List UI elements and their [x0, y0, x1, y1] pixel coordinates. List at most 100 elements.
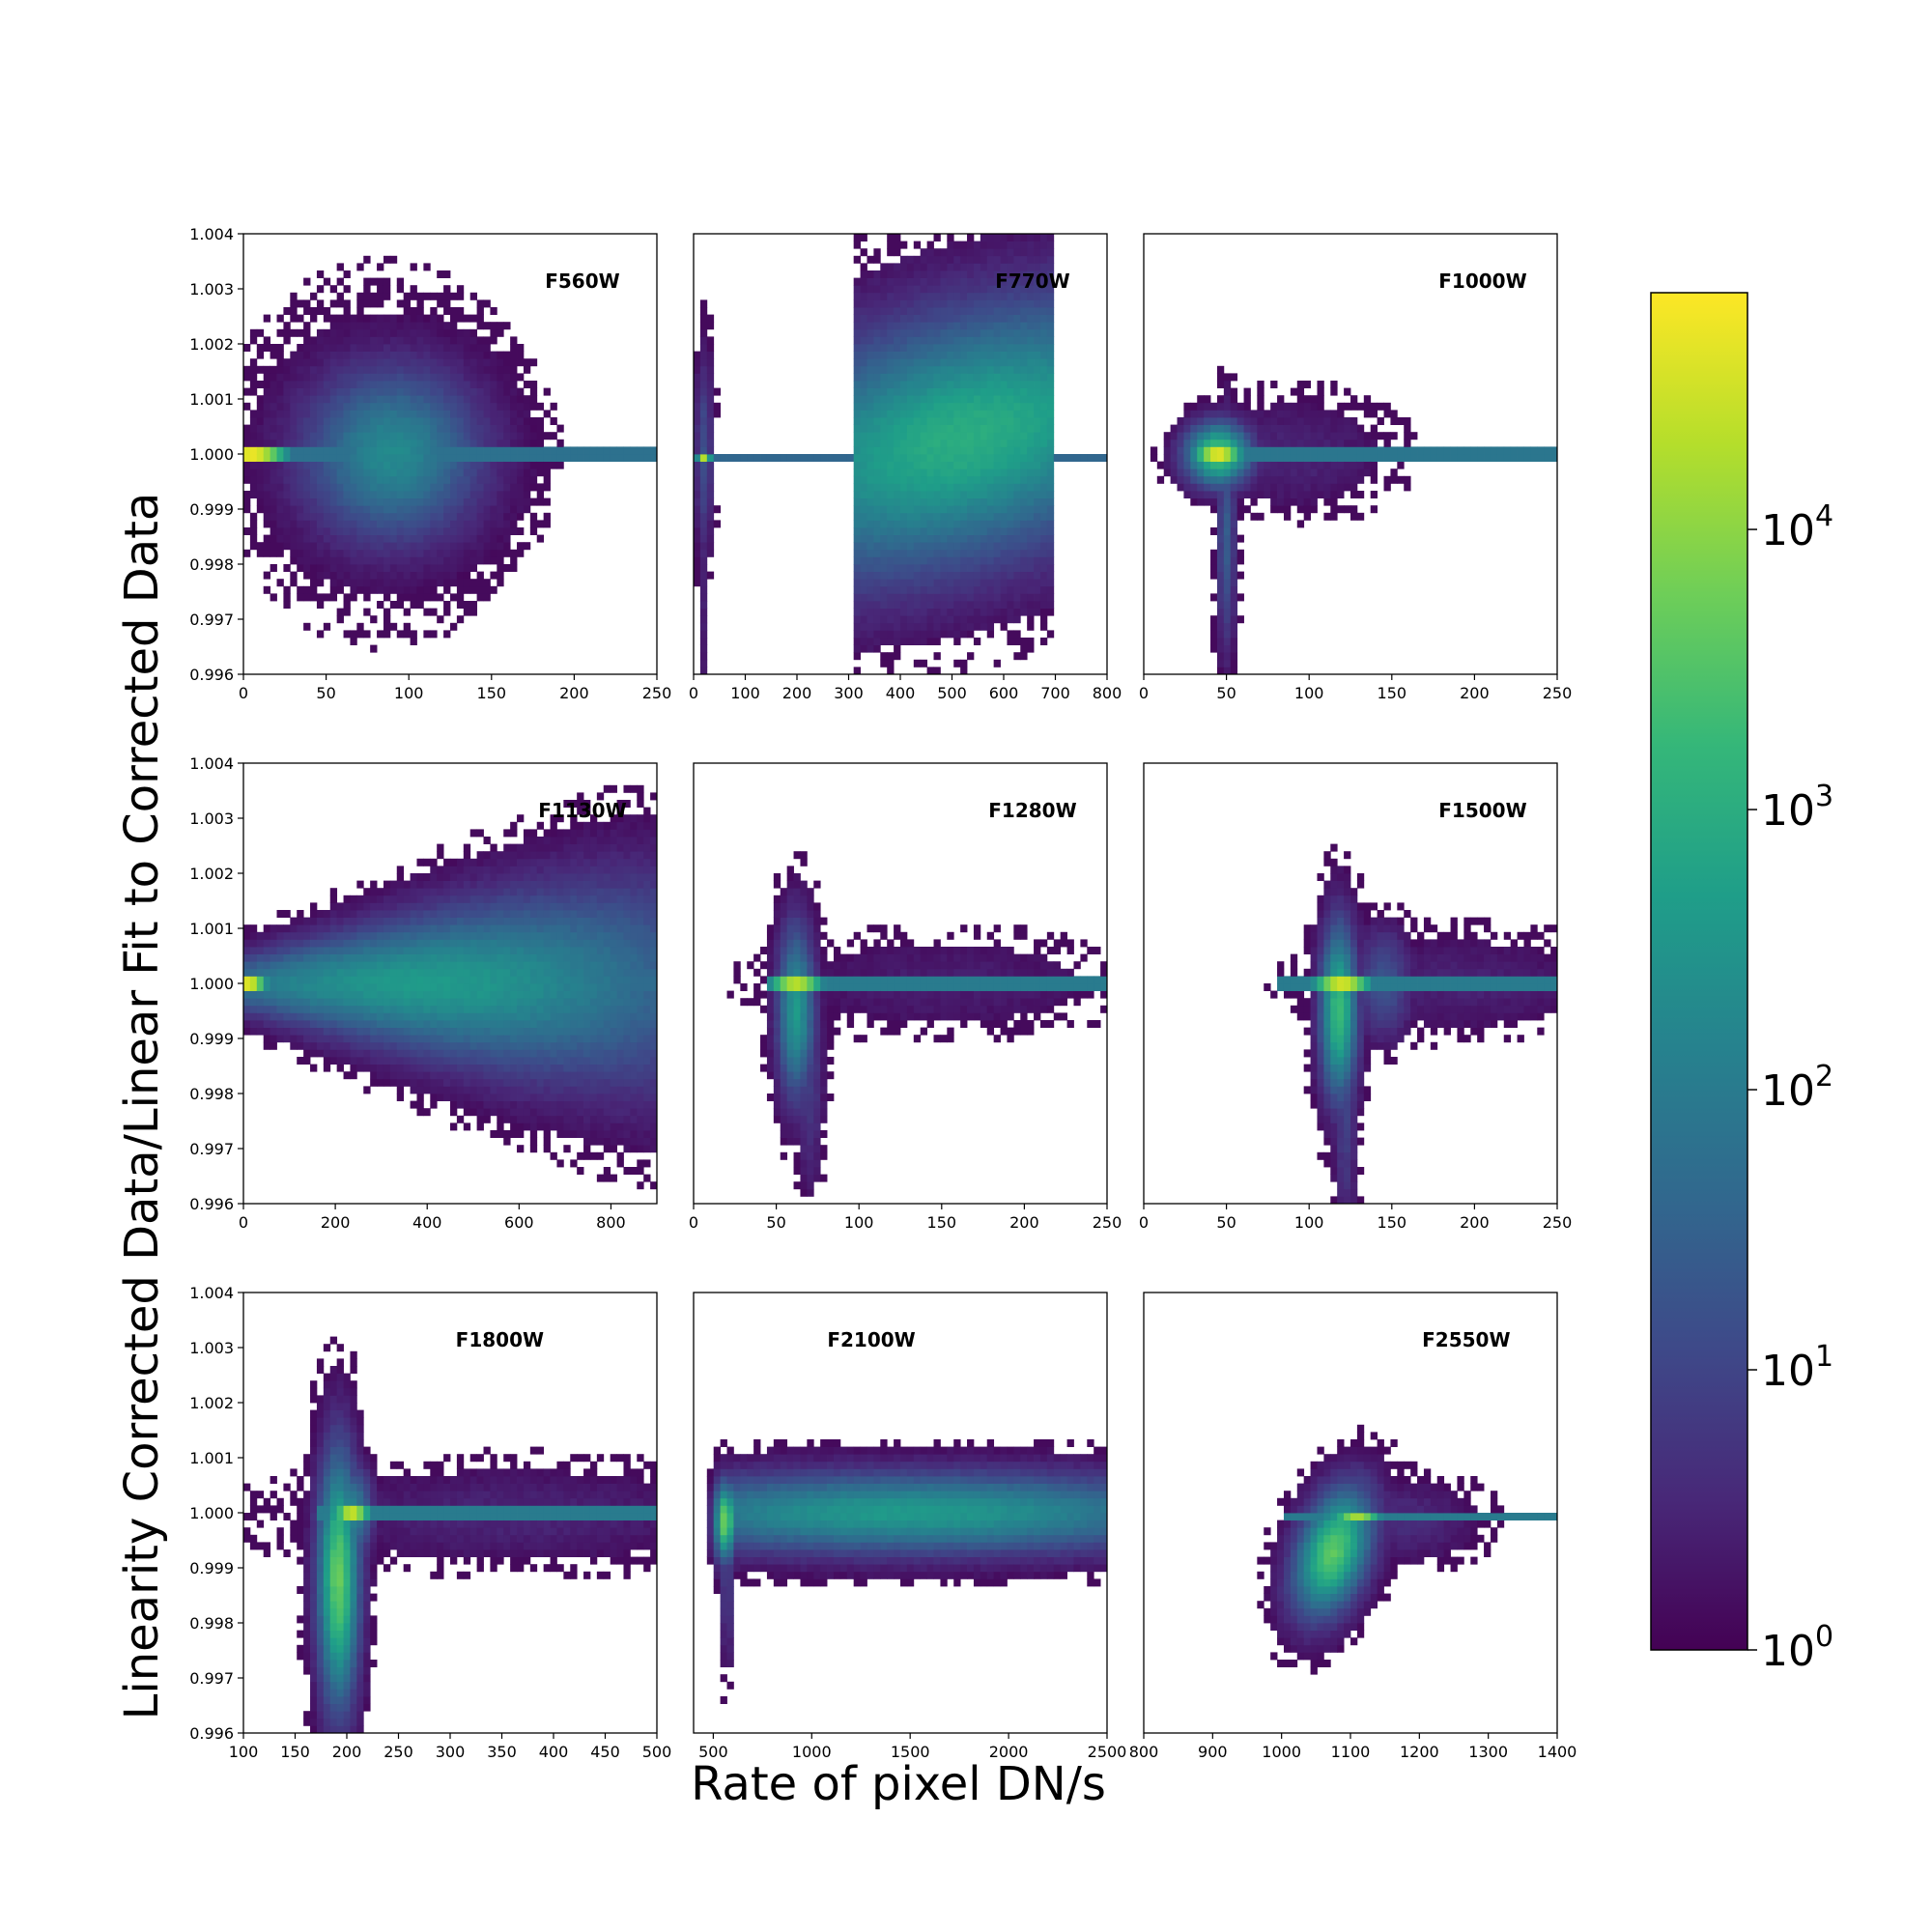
heatmap-cell	[437, 475, 444, 484]
heatmap-cell	[853, 446, 861, 455]
heatmap-cell	[1177, 461, 1184, 469]
heatmap-cell	[933, 549, 941, 557]
heatmap-cell	[430, 924, 438, 933]
heatmap-cell	[456, 497, 465, 506]
heatmap-cell	[694, 446, 701, 455]
heatmap-cell	[993, 307, 1001, 315]
heatmap-cell	[316, 953, 325, 962]
heatmap-cell	[1034, 585, 1041, 594]
heatmap-cell	[913, 417, 922, 425]
heatmap-cell	[706, 439, 715, 447]
heatmap-cell	[529, 469, 538, 477]
heatmap-cell	[940, 248, 948, 257]
heatmap-cell	[860, 424, 867, 433]
heatmap-cell	[469, 534, 478, 543]
heatmap-cell	[1204, 475, 1211, 484]
heatmap-cell	[933, 307, 941, 315]
heatmap-cell	[389, 931, 398, 940]
heatmap-cell	[263, 947, 271, 954]
heatmap-cell	[1007, 608, 1014, 616]
heatmap-cell	[469, 314, 478, 323]
heatmap-cell	[1000, 314, 1008, 323]
heatmap-cell	[706, 475, 715, 484]
heatmap-cell	[529, 381, 538, 388]
heatmap-cell	[363, 432, 371, 440]
heatmap-cell	[1310, 446, 1318, 455]
heatmap-cell	[329, 1020, 338, 1028]
heatmap-cell	[1020, 365, 1028, 374]
heatmap-cell	[523, 469, 531, 477]
heatmap-cell	[1243, 475, 1251, 484]
heatmap-cell	[960, 461, 968, 469]
heatmap-cell	[1243, 454, 1251, 462]
heatmap-cell	[906, 638, 915, 645]
heatmap-cell	[986, 556, 995, 565]
heatmap-cell	[973, 469, 981, 477]
heatmap-cell	[993, 601, 1001, 609]
heatmap-cell	[243, 402, 251, 411]
heatmap-cell	[1046, 285, 1055, 294]
heatmap-cell	[980, 381, 988, 388]
heatmap-cell	[947, 248, 954, 257]
heatmap-cell	[926, 381, 934, 388]
heatmap-cell	[450, 1094, 458, 1101]
heatmap-cell	[980, 571, 988, 580]
heatmap-cell	[297, 556, 304, 565]
heatmap-cell	[437, 1049, 444, 1058]
heatmap-cell	[880, 615, 888, 624]
heatmap-cell	[1270, 505, 1278, 514]
heatmap-cell	[343, 446, 351, 455]
heatmap-cell	[867, 351, 874, 359]
heatmap-cell	[343, 902, 351, 911]
heatmap-cell	[1337, 424, 1345, 433]
heatmap-cell	[699, 483, 708, 492]
heatmap-cell	[377, 630, 384, 639]
heatmap-cell	[1039, 344, 1048, 352]
heatmap-cell	[986, 358, 995, 367]
heatmap-cell	[1296, 483, 1305, 492]
heatmap-cell	[430, 534, 438, 543]
heatmap-cell	[469, 292, 478, 300]
heatmap-cell	[437, 556, 444, 565]
heatmap-cell	[1216, 395, 1225, 404]
heatmap-cell	[913, 601, 922, 609]
x-tick-label: 300	[834, 684, 864, 702]
heatmap-cell	[396, 579, 405, 587]
heatmap-cell	[853, 351, 861, 359]
heatmap-cell	[967, 527, 975, 535]
heatmap-cell	[986, 381, 995, 388]
heatmap-cell	[483, 475, 491, 484]
heatmap-cell	[243, 439, 251, 447]
heatmap-cell	[396, 947, 405, 954]
heatmap-cell	[1027, 512, 1035, 521]
heatmap-cell	[880, 446, 888, 455]
heatmap-cell	[913, 365, 922, 374]
heatmap-cell	[243, 387, 251, 396]
heatmap-cell	[1397, 417, 1405, 425]
heatmap-cell	[343, 895, 351, 903]
heatmap-cell	[310, 585, 318, 594]
heatmap-cell	[873, 593, 881, 602]
heatmap-cell	[263, 336, 271, 345]
heatmap-cell	[323, 402, 331, 411]
heatmap-cell	[490, 381, 497, 388]
heatmap-cell	[437, 1071, 444, 1080]
heatmap-cell	[1216, 608, 1225, 616]
heatmap-cell	[1034, 285, 1041, 294]
heatmap-cell	[410, 939, 417, 948]
heatmap-cell	[356, 924, 364, 933]
heatmap-cell	[416, 939, 424, 948]
heatmap-cell	[980, 549, 988, 557]
heatmap-cell	[437, 483, 444, 492]
heatmap-cell	[423, 314, 431, 323]
heatmap-cell	[1013, 520, 1021, 528]
heatmap-cell	[726, 454, 734, 462]
heatmap-cell	[510, 497, 518, 506]
heatmap-cell	[1216, 652, 1225, 661]
heatmap-cell	[363, 512, 371, 521]
heatmap-cell	[497, 454, 504, 462]
heatmap-cell	[960, 439, 968, 447]
heatmap-cell	[1034, 475, 1041, 484]
heatmap-cell	[894, 534, 901, 543]
heatmap-cell	[476, 491, 484, 498]
